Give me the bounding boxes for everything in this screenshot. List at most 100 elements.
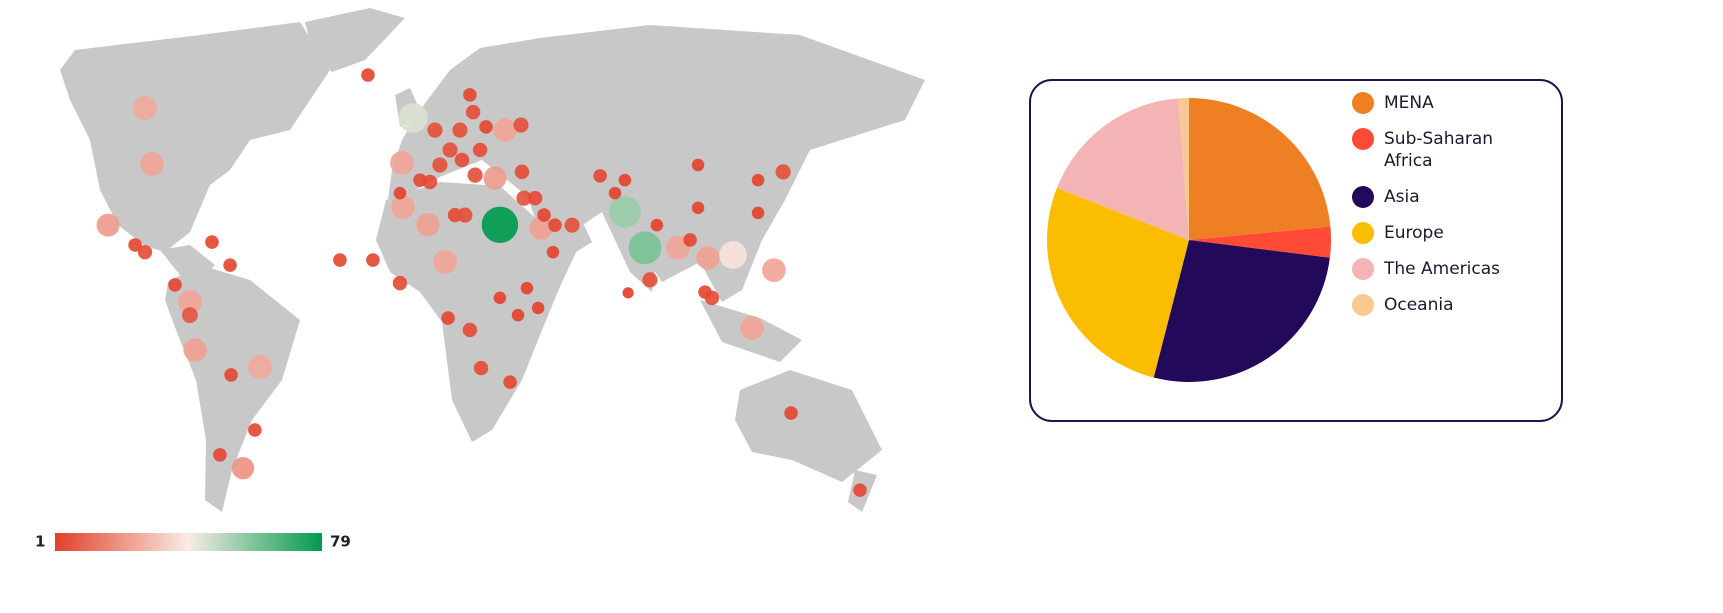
bubble xyxy=(472,142,488,158)
bubble xyxy=(751,173,765,187)
pie-slice xyxy=(1178,98,1189,240)
pie-slice xyxy=(1189,226,1331,258)
bubble xyxy=(511,308,525,322)
bubble xyxy=(473,360,489,376)
world-map xyxy=(60,8,925,512)
bubble xyxy=(691,201,705,215)
australia xyxy=(735,370,882,482)
legend-swatch xyxy=(1352,294,1374,316)
bubble xyxy=(740,316,764,340)
bubble xyxy=(628,231,662,265)
legend-label: Oceania xyxy=(1384,295,1454,315)
legend-label: Asia xyxy=(1384,187,1420,207)
bubble xyxy=(520,281,534,295)
bubble xyxy=(531,301,545,315)
bubble xyxy=(137,244,153,260)
bubble xyxy=(223,258,237,272)
bubble xyxy=(696,246,720,270)
greenland xyxy=(305,8,405,72)
bubble xyxy=(413,173,427,187)
bubble xyxy=(683,233,697,247)
bubble xyxy=(416,213,440,237)
legend-item: Oceania xyxy=(1352,294,1522,316)
bubble xyxy=(441,311,455,325)
bubble xyxy=(178,290,202,314)
bubble xyxy=(465,104,481,120)
legend-label: Sub-Saharan Africa xyxy=(1384,129,1494,171)
bubble xyxy=(548,218,562,232)
legend-item: Asia xyxy=(1352,186,1522,208)
bubble xyxy=(452,122,468,138)
bubble xyxy=(427,122,443,138)
bubble xyxy=(527,190,543,206)
bubble xyxy=(650,218,664,232)
bubble xyxy=(564,217,580,233)
bubble xyxy=(433,250,457,274)
scale-min-label: 1 xyxy=(35,533,45,551)
bubble xyxy=(503,375,517,389)
bubble xyxy=(457,207,473,223)
bubble xyxy=(333,253,347,267)
legend-swatch xyxy=(1352,128,1374,150)
bubble xyxy=(698,285,712,299)
legend-swatch xyxy=(1352,258,1374,280)
legend-swatch xyxy=(1352,222,1374,244)
bubble xyxy=(516,190,532,206)
bubble xyxy=(751,206,765,220)
bubble xyxy=(481,206,519,244)
bubble xyxy=(361,68,375,82)
legend-swatch xyxy=(1352,186,1374,208)
bubble xyxy=(183,338,207,362)
bubble xyxy=(593,169,607,183)
africa xyxy=(376,182,582,442)
pie xyxy=(1046,98,1331,382)
bubble xyxy=(181,307,198,324)
bubble xyxy=(784,406,798,420)
eurasia xyxy=(388,25,925,302)
bubble xyxy=(691,158,705,172)
bubble xyxy=(133,96,158,121)
pie-slice xyxy=(1153,240,1330,382)
bubble xyxy=(393,186,407,200)
pie-slice xyxy=(1046,187,1189,378)
bubble xyxy=(398,103,428,133)
bubble xyxy=(546,245,560,259)
pie-frame xyxy=(1029,79,1563,422)
legend-swatch xyxy=(1352,92,1374,114)
bubble xyxy=(128,238,142,252)
legend-item: The Americas xyxy=(1352,258,1522,280)
legend-label: MENA xyxy=(1384,93,1434,113)
bubble xyxy=(248,423,262,437)
bubble xyxy=(642,272,658,288)
bubble xyxy=(537,208,551,222)
bubble xyxy=(224,368,238,382)
bubble xyxy=(231,457,255,480)
bubble xyxy=(529,216,553,240)
bubble xyxy=(96,213,120,237)
bubble xyxy=(513,117,529,133)
bubble xyxy=(493,291,507,305)
pie-slice xyxy=(1056,98,1189,240)
legend-label: Europe xyxy=(1384,223,1444,243)
bubble xyxy=(168,278,182,292)
color-scale-bar xyxy=(55,533,322,551)
bubble xyxy=(775,164,791,180)
bubble xyxy=(719,241,747,269)
south-america xyxy=(165,265,300,512)
bubble xyxy=(442,142,458,158)
legend-item: Europe xyxy=(1352,222,1522,244)
bubble xyxy=(618,173,632,187)
legend-item: MENA xyxy=(1352,92,1522,114)
bubble xyxy=(608,186,622,200)
bubble xyxy=(622,287,634,299)
bubble xyxy=(248,355,273,379)
pie-slice xyxy=(1189,98,1331,240)
bubble xyxy=(432,157,448,173)
bubble xyxy=(853,483,867,497)
bubble xyxy=(467,167,483,183)
bubble xyxy=(609,195,641,228)
bubble xyxy=(392,275,408,291)
bubble xyxy=(205,235,219,249)
